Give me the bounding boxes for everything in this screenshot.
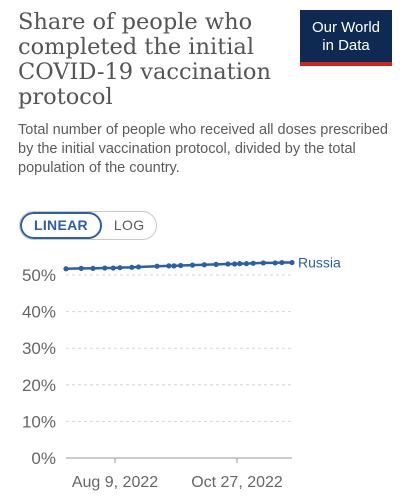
y-tick-label: 10% [22,412,56,431]
log-scale-button[interactable]: LOG [113,217,145,233]
data-point [232,261,238,267]
data-point [78,265,84,272]
data-point [110,265,116,271]
series-layer: Russia [63,255,341,272]
data-point [201,262,207,268]
x-tick-label: Aug 9, 2022 [72,474,158,491]
logo-line-2: in Data [322,37,370,54]
data-point [102,265,108,271]
data-point [166,263,172,269]
series-label-russia: Russia [298,255,341,271]
data-point [135,264,142,270]
data-point [289,259,295,266]
chart-title: Share of people who completed the initia… [18,9,271,110]
data-point [189,262,196,268]
x-axis-ticks: Aug 9, 2022 Oct 27, 2022 [72,458,283,491]
data-point [225,261,231,267]
scale-toggle: LINEAR LOG [19,211,158,240]
grid-lines [66,274,292,459]
data-point [243,261,250,267]
y-tick-label: 0% [31,449,56,468]
y-axis-ticks: 0% 10% 20% 30% 40% 50% [22,266,56,468]
chart-subtitle: Total number of people who received all … [18,122,388,176]
data-point [171,263,177,269]
data-point [237,261,243,267]
y-tick-label: 20% [22,376,56,395]
owid-logo[interactable]: Our World in Data [300,10,392,66]
data-point [154,263,160,269]
linear-scale-button[interactable]: LINEAR [20,212,102,239]
y-tick-label: 40% [22,303,56,322]
x-tick-label: Oct 27, 2022 [191,474,283,491]
data-point [272,260,278,266]
data-point [279,259,285,266]
data-point [117,265,123,271]
y-tick-label: 30% [22,339,56,358]
data-point [129,264,135,270]
data-point [250,260,256,266]
data-point [63,266,69,272]
data-point [260,260,266,266]
y-tick-label: 50% [22,266,56,285]
data-point [90,265,96,272]
data-point [213,261,219,267]
data-point [178,262,184,269]
logo-line-1: Our World [311,19,381,36]
